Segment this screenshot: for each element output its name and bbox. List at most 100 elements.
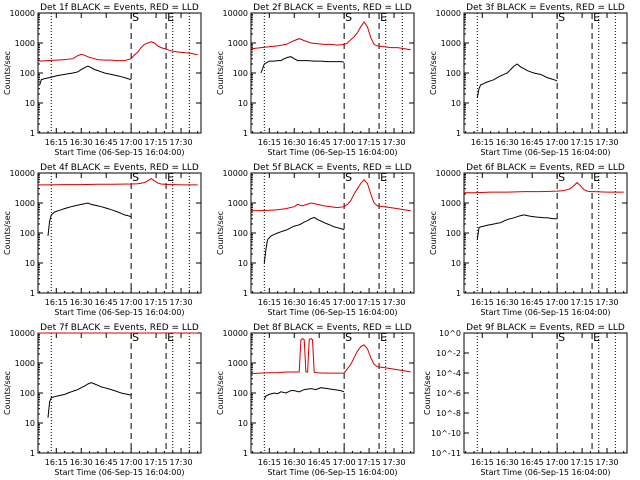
start-marker-label: S [132, 171, 139, 184]
start-marker-label: S [345, 331, 352, 344]
y-tick-label: 10000 [223, 9, 248, 18]
y-tick-label: 1000 [441, 199, 461, 208]
end-marker-label: E [167, 11, 174, 24]
events-series-line [47, 382, 132, 418]
plot-frame [37, 172, 202, 294]
plot-frame [37, 12, 202, 134]
y-tick-label: 100 [20, 69, 35, 78]
x-tick-label: 16:15 [258, 138, 281, 147]
y-tick-label: 1 [243, 449, 248, 458]
y-tick-label: 10 [238, 259, 248, 268]
plot-frame [37, 332, 202, 454]
x-axis-label: Start Time (06-Sep-15 16:04:00) [267, 468, 397, 477]
y-tick-label: 10000 [436, 9, 461, 18]
y-tick-label: 100 [446, 229, 461, 238]
x-tick-label: 16:15 [258, 298, 281, 307]
x-tick-label: 17:30 [596, 298, 619, 307]
lld-series-line [250, 21, 411, 51]
x-tick-label: 16:30 [496, 138, 519, 147]
y-tick-label: 1 [30, 289, 35, 298]
y-tick-label: 10000 [10, 169, 35, 178]
events-series-line [263, 216, 345, 264]
x-axis-label: Start Time (06-Sep-15 16:04:00) [267, 148, 397, 157]
y-axis-label: Counts/sec [429, 211, 438, 255]
plot-frame [463, 12, 628, 134]
x-axis-label: Start Time (06-Sep-15 16:04:00) [54, 148, 184, 157]
y-tick-label: 1 [456, 289, 461, 298]
start-marker-label: S [558, 331, 565, 344]
x-tick-label: 17:30 [170, 298, 193, 307]
x-tick-label: 17:15 [145, 138, 168, 147]
y-tick-label: 10000 [223, 329, 248, 338]
x-tick-label: 17:00 [333, 458, 356, 467]
panel-title: Det 7f BLACK = Events, RED = LLD [40, 323, 199, 333]
x-tick-label: 16:30 [283, 298, 306, 307]
y-tick-label: 10^-6 [436, 389, 461, 398]
end-marker-label: E [593, 331, 600, 344]
x-tick-label: 17:00 [120, 298, 143, 307]
y-tick-label: 1000 [441, 39, 461, 48]
end-marker-label: E [380, 331, 387, 344]
x-tick-label: 16:45 [521, 138, 544, 147]
x-tick-label: 16:15 [258, 458, 281, 467]
x-tick-label: 17:15 [145, 458, 168, 467]
y-axis-label: Counts/sec [216, 371, 225, 415]
y-tick-label: 100 [233, 389, 248, 398]
y-tick-label: 10 [25, 99, 35, 108]
y-tick-label: 100 [20, 229, 35, 238]
x-tick-label: 16:30 [70, 458, 93, 467]
x-tick-label: 16:30 [70, 298, 93, 307]
y-tick-label: 1 [30, 449, 35, 458]
y-tick-label: 10^-11 [431, 449, 461, 458]
y-tick-label: 10000 [10, 9, 35, 18]
start-marker-label: S [558, 11, 565, 24]
x-tick-label: 17:15 [571, 458, 594, 467]
x-tick-label: 16:45 [95, 458, 118, 467]
y-tick-label: 1 [30, 129, 35, 138]
x-axis-label: Start Time (06-Sep-15 16:04:00) [480, 468, 610, 477]
plot-frame [250, 12, 415, 134]
y-axis-label: Counts/sec [216, 211, 225, 255]
x-axis-label: Start Time (06-Sep-15 16:04:00) [267, 308, 397, 317]
y-tick-label: 10 [238, 419, 248, 428]
y-tick-label: 10^-8 [436, 409, 461, 418]
plot-frame [250, 172, 415, 294]
x-tick-label: 17:15 [145, 298, 168, 307]
end-marker-label: E [593, 171, 600, 184]
x-axis-label: Start Time (06-Sep-15 16:04:00) [480, 308, 610, 317]
x-tick-label: 17:00 [546, 458, 569, 467]
y-axis-label: Counts/sec [3, 51, 12, 95]
x-tick-label: 16:45 [308, 298, 331, 307]
y-axis-label: Counts/sec [423, 371, 432, 415]
panel-title: Det 3f BLACK = Events, RED = LLD [466, 3, 625, 13]
x-tick-label: 17:30 [383, 138, 406, 147]
y-tick-label: 1000 [228, 39, 248, 48]
events-series-line [39, 65, 132, 86]
y-tick-label: 1000 [15, 39, 35, 48]
y-axis-label: Counts/sec [3, 211, 12, 255]
panel-title: Det 2f BLACK = Events, RED = LLD [253, 3, 412, 13]
lld-series-line [251, 178, 411, 212]
plot-frame [463, 332, 628, 454]
x-tick-label: 16:15 [45, 458, 68, 467]
x-tick-label: 16:30 [496, 458, 519, 467]
x-tick-label: 17:30 [170, 458, 193, 467]
x-tick-label: 16:30 [283, 138, 306, 147]
end-marker-label: E [167, 171, 174, 184]
y-tick-label: 1000 [228, 359, 248, 368]
x-tick-label: 17:15 [571, 138, 594, 147]
lld-series-line [37, 41, 198, 62]
x-tick-label: 16:45 [308, 138, 331, 147]
x-tick-label: 17:15 [358, 298, 381, 307]
x-tick-label: 16:45 [521, 298, 544, 307]
x-tick-label: 17:15 [571, 298, 594, 307]
panel-title: Det 1f BLACK = Events, RED = LLD [40, 3, 199, 13]
x-tick-label: 17:00 [546, 298, 569, 307]
y-tick-label: 100 [233, 229, 248, 238]
y-axis-label: Counts/sec [3, 371, 12, 415]
